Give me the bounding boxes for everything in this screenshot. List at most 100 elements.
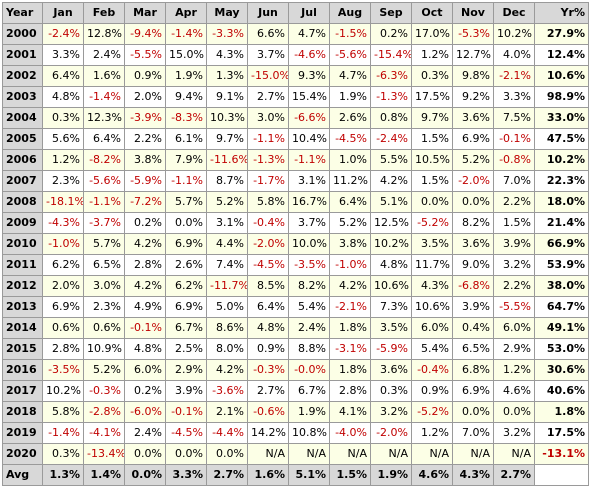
row-year-label: 2016: [2, 359, 43, 381]
column-header-may: May: [206, 2, 248, 24]
month-return-cell: 8.7%: [206, 170, 248, 192]
month-return-cell: 4.2%: [329, 275, 371, 297]
row-year-label: 2002: [2, 65, 43, 87]
month-return-cell: -1.1%: [247, 128, 289, 150]
month-return-cell: 5.1%: [370, 191, 412, 213]
month-return-cell: 1.3%: [206, 65, 248, 87]
month-return-cell: 10.2%: [370, 233, 412, 255]
month-return-cell: -5.6%: [329, 44, 371, 66]
month-return-cell: 2.4%: [288, 317, 330, 339]
month-return-cell: 6.0%: [411, 317, 453, 339]
month-return-cell: 3.2%: [370, 401, 412, 423]
table-row: 2011 6.2% 6.5% 2.8% 2.6% 7.4% -4.5% -3.5% -1.0% 4…: [2, 254, 589, 276]
yearly-return-cell: 98.9%: [534, 86, 589, 108]
month-return-cell: 6.4%: [247, 296, 289, 318]
month-return-cell: N/A: [411, 443, 453, 465]
month-return-cell: 4.1%: [329, 401, 371, 423]
month-return-cell: 2.5%: [165, 338, 207, 360]
month-return-cell: 4.7%: [329, 65, 371, 87]
month-return-cell: 0.3%: [42, 107, 84, 129]
month-return-cell: 4.8%: [370, 254, 412, 276]
month-return-cell: 5.2%: [83, 359, 125, 381]
month-return-cell: 0.2%: [370, 23, 412, 45]
month-return-cell: 7.0%: [452, 422, 494, 444]
month-return-cell: -6.3%: [370, 65, 412, 87]
column-header-feb: Feb: [83, 2, 125, 24]
month-return-cell: 11.2%: [329, 170, 371, 192]
month-return-cell: -11.6%: [206, 149, 248, 171]
month-return-cell: 1.2%: [411, 44, 453, 66]
month-return-cell: 3.8%: [329, 233, 371, 255]
row-year-label: 2011: [2, 254, 43, 276]
month-return-cell: -11.7%: [206, 275, 248, 297]
month-return-cell: 10.0%: [288, 233, 330, 255]
row-year-label: 2015: [2, 338, 43, 360]
month-return-cell: -0.6%: [247, 401, 289, 423]
month-return-cell: -7.2%: [124, 191, 166, 213]
table-row: 2015 2.8% 10.9% 4.8% 2.5% 8.0% 0.9% 8.8% -3.1% -5…: [2, 338, 589, 360]
month-return-cell: 4.4%: [206, 233, 248, 255]
table-row: 2019 -1.4% -4.1% 2.4% -4.5% -4.4% 14.2% 10.8% -4…: [2, 422, 589, 444]
month-return-cell: 6.4%: [329, 191, 371, 213]
month-return-cell: 10.6%: [411, 296, 453, 318]
month-return-cell: -4.4%: [206, 422, 248, 444]
month-return-cell: 6.5%: [452, 338, 494, 360]
month-return-cell: 3.0%: [83, 275, 125, 297]
month-return-cell: -1.4%: [42, 422, 84, 444]
month-return-cell: 1.5%: [493, 212, 535, 234]
month-return-cell: 6.6%: [247, 23, 289, 45]
yearly-return-cell: 10.6%: [534, 65, 589, 87]
month-return-cell: -0.1%: [493, 128, 535, 150]
table-row: 2012 2.0% 3.0% 4.2% 6.2% -11.7% 8.5% 8.2% 4.2% 10…: [2, 275, 589, 297]
table-body: 2000 -2.4% 12.8% -9.4% -1.4% -3.3% 6.6% 4.7% -1.…: [2, 23, 589, 465]
month-return-cell: 2.6%: [165, 254, 207, 276]
month-return-cell: 0.6%: [42, 317, 84, 339]
row-year-label: 2006: [2, 149, 43, 171]
month-return-cell: -6.0%: [124, 401, 166, 423]
row-year-label: 2018: [2, 401, 43, 423]
month-return-cell: -4.1%: [83, 422, 125, 444]
yearly-return-cell: 1.8%: [534, 401, 589, 423]
table-row: 2004 0.3% 12.3% -3.9% -8.3% 10.3% 3.0% -6.6% 2.6…: [2, 107, 589, 129]
month-return-cell: 3.5%: [411, 233, 453, 255]
month-return-cell: N/A: [247, 443, 289, 465]
row-year-label: 2009: [2, 212, 43, 234]
month-return-cell: 4.8%: [42, 86, 84, 108]
yearly-return-cell: 66.9%: [534, 233, 589, 255]
month-return-cell: 4.8%: [247, 317, 289, 339]
month-return-cell: -5.2%: [411, 212, 453, 234]
month-return-cell: 0.4%: [452, 317, 494, 339]
column-header-yearly: Yr%: [534, 2, 589, 24]
month-return-cell: 4.6%: [493, 380, 535, 402]
yearly-return-cell: 33.0%: [534, 107, 589, 129]
month-return-cell: 12.3%: [83, 107, 125, 129]
month-return-cell: -1.7%: [247, 170, 289, 192]
yearly-return-cell: 38.0%: [534, 275, 589, 297]
column-header-oct: Oct: [411, 2, 453, 24]
month-return-cell: 2.2%: [493, 275, 535, 297]
column-header-aug: Aug: [329, 2, 371, 24]
month-return-cell: -1.3%: [370, 86, 412, 108]
month-return-cell: N/A: [452, 443, 494, 465]
month-return-cell: -3.9%: [124, 107, 166, 129]
month-return-cell: 6.0%: [124, 359, 166, 381]
month-return-cell: 6.5%: [83, 254, 125, 276]
month-return-cell: 1.9%: [329, 86, 371, 108]
month-return-cell: 10.6%: [370, 275, 412, 297]
month-return-cell: 16.7%: [288, 191, 330, 213]
month-return-cell: 7.0%: [493, 170, 535, 192]
table-row: 2008 -18.1% -1.1% -7.2% 5.7% 5.2% 5.8% 16.7% 6.4…: [2, 191, 589, 213]
month-return-cell: 9.4%: [165, 86, 207, 108]
month-return-cell: -3.5%: [288, 254, 330, 276]
month-return-cell: 2.8%: [42, 338, 84, 360]
column-header-mar: Mar: [124, 2, 166, 24]
month-return-cell: 10.2%: [42, 380, 84, 402]
month-return-cell: 7.4%: [206, 254, 248, 276]
table-row: 2013 6.9% 2.3% 4.9% 6.9% 5.0% 6.4% 5.4% -2.1% 7.3…: [2, 296, 589, 318]
month-return-cell: 5.7%: [83, 233, 125, 255]
month-return-cell: 5.2%: [452, 149, 494, 171]
table-row: 2007 2.3% -5.6% -5.9% -1.1% 8.7% -1.7% 3.1% 11.2…: [2, 170, 589, 192]
month-return-cell: 0.9%: [247, 338, 289, 360]
month-return-cell: -6.6%: [288, 107, 330, 129]
